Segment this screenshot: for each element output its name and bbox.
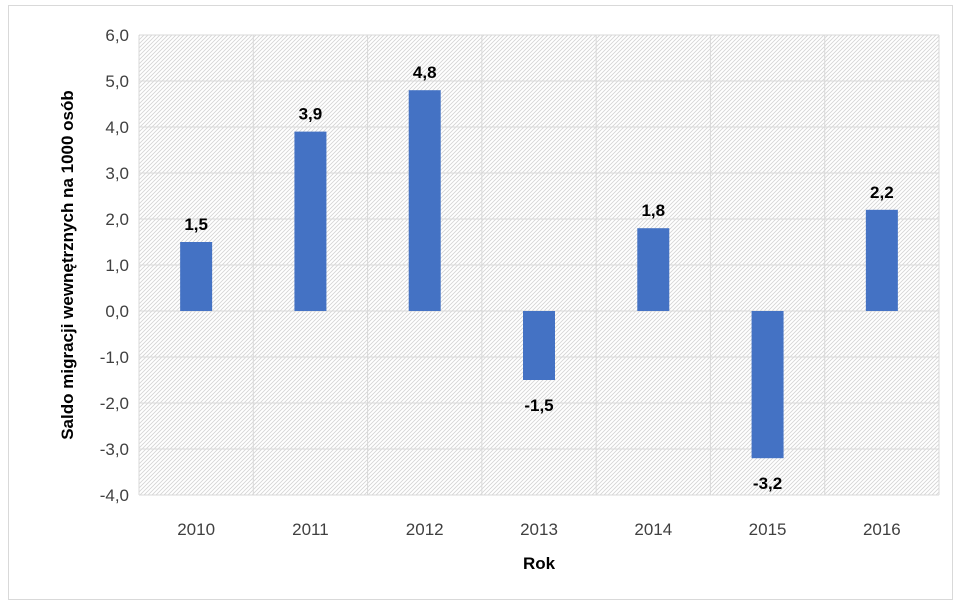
x-tick-label: 2016 <box>863 520 901 539</box>
chart-frame: 6,0 5,0 4,0 3,0 2,0 1,0 0,0 -1,0 -2,0 -3,0 -4,0 1,… <box>8 5 953 600</box>
data-label: 1,8 <box>641 201 665 220</box>
x-tick-label: 2014 <box>634 520 672 539</box>
data-label: -1,5 <box>524 396 553 415</box>
x-tick-label: 2011 <box>292 520 329 539</box>
bar <box>523 311 555 380</box>
data-labels: 1,5 3,9 4,8 -1,5 1,8 -3,2 2,2 <box>184 63 893 493</box>
y-tick-label: 3,0 <box>105 164 129 183</box>
y-axis-title: Saldo migracji wewnętrznych na 1000 osób <box>58 90 77 440</box>
bar <box>294 131 327 311</box>
data-label: 2,2 <box>870 183 894 202</box>
x-tick-label: 2013 <box>520 520 558 539</box>
bar <box>751 311 784 459</box>
x-axis-tick-labels: 2010 2011 2012 2013 2014 2015 2016 <box>177 520 901 539</box>
y-tick-label: 1,0 <box>105 256 129 275</box>
x-tick-label: 2012 <box>406 520 444 539</box>
y-tick-label: 2,0 <box>105 210 129 229</box>
data-label: 1,5 <box>184 215 208 234</box>
bar <box>865 209 898 311</box>
y-tick-label: 6,0 <box>105 26 129 45</box>
y-axis-tick-labels: 6,0 5,0 4,0 3,0 2,0 1,0 0,0 -1,0 -2,0 -3,0 -4,0 <box>100 26 129 505</box>
bar-series <box>180 90 898 459</box>
data-label: -3,2 <box>753 474 782 493</box>
x-tick-label: 2015 <box>749 520 787 539</box>
data-label: 4,8 <box>413 63 437 82</box>
data-label: 3,9 <box>299 105 323 124</box>
bar <box>180 242 213 311</box>
x-tick-label: 2010 <box>177 520 215 539</box>
y-tick-label: 0,0 <box>105 302 129 321</box>
y-tick-label: -1,0 <box>100 348 129 367</box>
y-tick-label: -2,0 <box>100 394 129 413</box>
bar-chart: 6,0 5,0 4,0 3,0 2,0 1,0 0,0 -1,0 -2,0 -3,0 -4,0 1,… <box>58 26 940 573</box>
bar <box>637 228 670 311</box>
bar <box>408 90 441 311</box>
y-tick-label: -4,0 <box>100 486 129 505</box>
y-tick-label: 4,0 <box>105 118 129 137</box>
y-tick-label: -3,0 <box>100 440 129 459</box>
x-axis-title: Rok <box>523 554 556 573</box>
y-tick-label: 5,0 <box>105 72 129 91</box>
gridlines <box>138 34 940 496</box>
